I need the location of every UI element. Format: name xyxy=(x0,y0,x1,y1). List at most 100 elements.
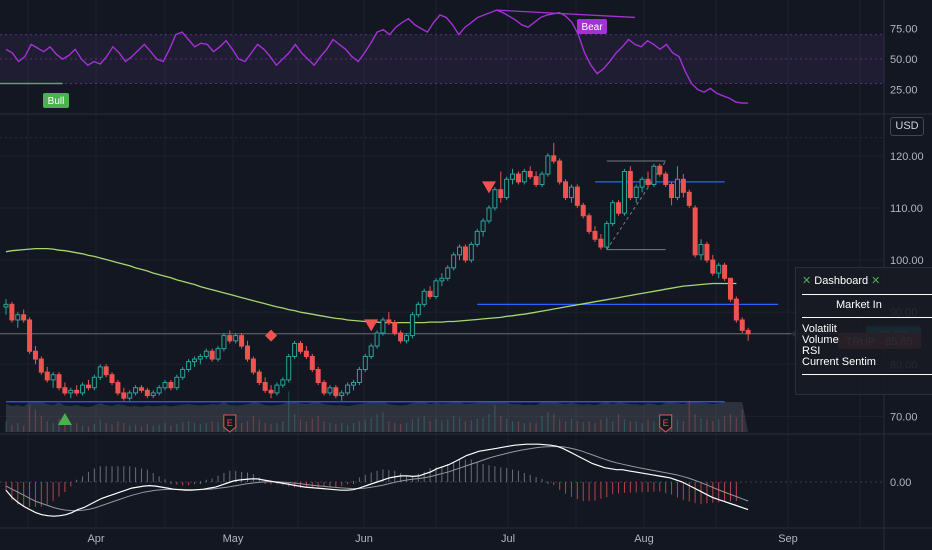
candle-body xyxy=(303,350,309,357)
candle xyxy=(445,265,451,281)
candle-body xyxy=(704,243,710,261)
candle-body xyxy=(504,178,510,199)
candle xyxy=(745,327,751,341)
candle-body xyxy=(345,384,351,394)
dashboard-star-icon: ✕ xyxy=(871,275,881,287)
candle-body xyxy=(563,181,569,199)
candle xyxy=(280,377,286,388)
candle xyxy=(439,273,445,287)
candle-body xyxy=(521,170,527,183)
volume-bar xyxy=(559,419,561,432)
candle-body xyxy=(15,314,21,321)
candle xyxy=(274,382,280,396)
candle-body xyxy=(698,243,704,256)
volume-bar xyxy=(411,419,414,432)
candle xyxy=(474,228,480,248)
candle-body xyxy=(174,376,180,389)
volume-bar xyxy=(305,421,307,432)
candle xyxy=(32,346,38,365)
candle-body xyxy=(539,173,545,186)
volume-bar xyxy=(476,418,478,432)
volume-bar xyxy=(5,421,7,432)
volume-bar xyxy=(64,423,66,432)
candle xyxy=(138,385,144,393)
volume-bar xyxy=(23,425,25,432)
volume-bar xyxy=(629,421,631,432)
candle-body xyxy=(439,277,445,282)
candle xyxy=(262,377,268,393)
candle-body xyxy=(568,186,574,199)
candle xyxy=(468,241,474,263)
candle xyxy=(586,213,592,234)
volume-bar xyxy=(152,425,154,432)
volume-bar xyxy=(176,423,178,432)
candle-body xyxy=(545,155,551,175)
candle-body xyxy=(739,319,745,331)
candle xyxy=(374,330,380,349)
candle-body xyxy=(144,389,150,397)
volume-bar xyxy=(76,423,78,432)
candle-body xyxy=(639,178,645,188)
candle-body xyxy=(156,387,162,394)
candle-body xyxy=(274,384,280,394)
candle-body xyxy=(510,173,516,180)
candle xyxy=(168,379,174,391)
candle xyxy=(27,317,33,354)
candle-body xyxy=(244,345,250,360)
candle-body xyxy=(221,335,227,350)
candle xyxy=(421,288,427,307)
candle xyxy=(733,296,739,323)
candle xyxy=(127,390,133,401)
candle xyxy=(657,163,663,177)
volume-bar xyxy=(723,415,726,432)
volume-bar xyxy=(182,422,184,432)
x-axis-month-label: May xyxy=(223,533,244,545)
currency-label[interactable]: USD xyxy=(890,117,924,136)
candle-body xyxy=(663,173,669,186)
candle xyxy=(386,312,392,326)
volume-bar xyxy=(370,417,372,432)
candle xyxy=(121,387,127,401)
candle xyxy=(303,346,309,360)
volume-bar xyxy=(246,421,249,432)
volume-bar xyxy=(729,414,732,432)
candle-body xyxy=(392,322,398,334)
candle xyxy=(56,372,62,391)
bull-badge-text: Bull xyxy=(48,96,65,107)
candle xyxy=(356,366,362,386)
candle-body xyxy=(233,335,239,342)
candle-body xyxy=(527,170,533,178)
volume-bar xyxy=(535,423,537,432)
candle-body xyxy=(127,392,133,399)
volume-bar xyxy=(470,420,472,432)
volume-bar xyxy=(488,414,490,432)
volume-bar xyxy=(594,423,596,432)
candle xyxy=(686,189,692,208)
candle-body xyxy=(733,298,739,321)
candle xyxy=(604,220,610,250)
candle xyxy=(716,262,722,279)
dashboard-separator xyxy=(802,374,932,375)
candle xyxy=(74,385,80,396)
candle-body xyxy=(280,379,286,386)
volume-bar xyxy=(46,421,48,432)
volume-bar xyxy=(93,423,95,432)
candle-body xyxy=(250,358,256,373)
candle xyxy=(227,330,233,344)
volume-bar xyxy=(323,421,325,432)
candle-body xyxy=(421,290,427,305)
volume-bar xyxy=(217,422,219,432)
volume-bar xyxy=(335,423,337,432)
bull-badge-bg xyxy=(43,93,69,108)
volume-bar xyxy=(28,405,31,432)
candle xyxy=(150,390,156,399)
candle-body xyxy=(50,374,56,381)
volume-bar xyxy=(494,405,496,432)
volume-bar xyxy=(187,421,190,432)
candle xyxy=(233,333,239,344)
candle-body xyxy=(386,319,392,324)
candle-body xyxy=(404,335,410,342)
volume-bar xyxy=(40,415,42,432)
earnings-marker-bg xyxy=(659,414,673,433)
dashboard-row-rsi: RSI xyxy=(802,345,821,357)
